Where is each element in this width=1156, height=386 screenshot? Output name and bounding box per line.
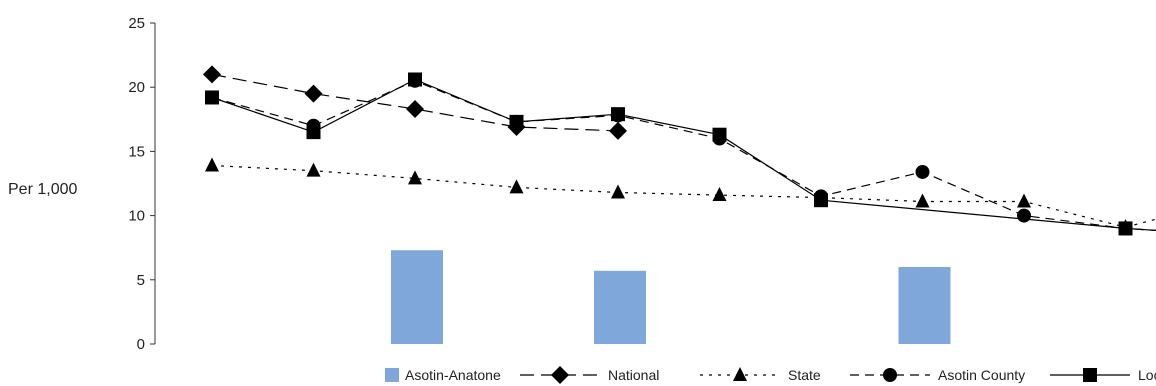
data-point-diamond — [203, 65, 221, 84]
y-tick-label: 15 — [128, 143, 145, 160]
y-axis: 0 5 10 15 20 25 — [128, 15, 156, 353]
data-point-circle — [1017, 208, 1031, 223]
data-point-circle — [915, 164, 930, 179]
data-point-square — [1118, 221, 1133, 236]
legend-marker — [551, 366, 569, 384]
legend-item-bar: Asotin-Anatone — [385, 367, 501, 383]
legend-marker — [883, 368, 897, 382]
data-point-triangle — [509, 179, 524, 194]
legend-label: State — [788, 367, 821, 383]
data-point-triangle — [611, 184, 625, 199]
data-point-triangle — [205, 157, 219, 172]
y-axis-label: Per 1,000 — [8, 181, 77, 198]
data-point-square — [712, 127, 727, 142]
bar-series — [391, 250, 951, 344]
y-tick-label: 5 — [137, 272, 145, 289]
legend-item-locale-28: Locale 28 — [1050, 367, 1156, 383]
y-tick-label: 10 — [128, 208, 145, 225]
legend: Asotin-Anatone National State Asotin County… — [385, 366, 1156, 384]
data-point-diamond — [609, 121, 627, 140]
legend-label: Asotin-Anatone — [405, 367, 501, 383]
series-line — [211, 164, 1156, 228]
data-point-diamond — [406, 100, 424, 119]
y-tick-label: 20 — [128, 79, 145, 96]
y-tick-label: 0 — [137, 336, 145, 353]
bar — [594, 270, 646, 344]
legend-swatch — [385, 368, 399, 382]
legend-marker — [1083, 368, 1097, 382]
y-tick-label: 25 — [128, 15, 145, 32]
data-point-square — [509, 114, 524, 129]
data-point-square — [205, 90, 219, 105]
data-point-square — [408, 72, 422, 87]
legend-label: Asotin County — [938, 367, 1025, 383]
legend-item-state: State — [700, 367, 821, 383]
series-asotin-county — [205, 73, 1156, 236]
data-point-square — [306, 125, 321, 140]
series-locale-28 — [205, 72, 1156, 236]
legend-item-asotin-county: Asotin County — [850, 367, 1025, 383]
data-point-triangle — [1017, 193, 1031, 208]
data-point-triangle — [712, 187, 727, 202]
data-point-square — [814, 193, 828, 208]
series-line — [211, 73, 619, 132]
bar — [391, 250, 443, 344]
line-series — [203, 65, 1156, 236]
series-state — [205, 157, 1156, 234]
legend-label: Locale 28 — [1138, 367, 1156, 383]
data-point-triangle — [408, 170, 422, 185]
series-line — [211, 80, 1156, 231]
legend-item-national: National — [520, 366, 659, 384]
data-point-diamond — [304, 84, 323, 103]
legend-marker — [733, 367, 747, 381]
series-line — [211, 78, 1156, 231]
data-point-triangle — [306, 162, 321, 177]
data-point-triangle — [915, 193, 930, 208]
bar — [898, 266, 951, 344]
data-point-square — [611, 107, 625, 122]
legend-label: National — [608, 367, 659, 383]
